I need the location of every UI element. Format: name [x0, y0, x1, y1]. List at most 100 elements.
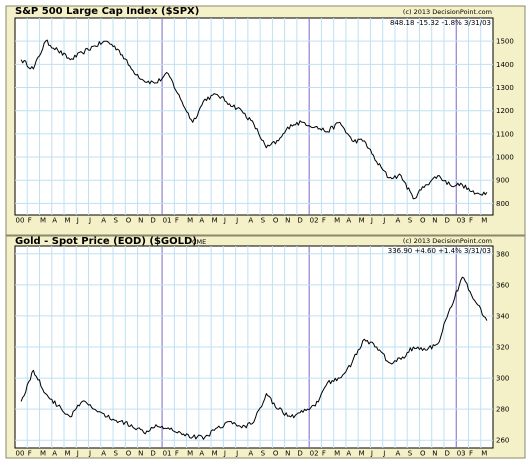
gold-y-tick-label: 340 [496, 312, 509, 320]
spx-x-tick-label: F [469, 217, 473, 225]
gold-x-tick-label: J [370, 450, 373, 458]
spx-y-tick-label: 1300 [496, 84, 514, 92]
gold-x-tick-label: A [395, 450, 400, 458]
gold-x-tick-label: S [261, 450, 266, 458]
gold-y-tick-label: 380 [496, 250, 509, 258]
gold-x-tick-label: J [223, 450, 226, 458]
spx-x-tick-label: J [382, 217, 385, 225]
gold-x-tick-label: N [285, 450, 290, 458]
gold-x-tick-label: J [76, 450, 79, 458]
spx-x-tick-label: 03 [457, 217, 466, 225]
gold-quote: 336.90 +4.60 +1.4% 3/31/03 [388, 247, 491, 255]
gold-x-tick-label: A [346, 450, 351, 458]
spx-price-line [20, 39, 488, 200]
gold-chart: 00 F M A M J J A S O N D 01 F M A M J J A S O N D 02 F M A M J J A S O N D 0… [15, 246, 509, 458]
gold-y-tick-label: 280 [496, 406, 509, 414]
gold-x-tick-label: M [40, 450, 46, 458]
spx-y-tick-label: 1400 [496, 61, 514, 69]
gold-copyright: (c) 2013 DecisionPoint.com [403, 237, 492, 245]
gold-x-tick-label: S [408, 450, 413, 458]
gold-x-tick-label: S [114, 450, 119, 458]
gold-x-tick-label: M [212, 450, 218, 458]
spx-quote: 848.18 -15.32 -1.8% 3/31/03 [390, 19, 491, 27]
spx-x-tick-label: N [138, 217, 143, 225]
gold-x-tick-label: J [235, 450, 238, 458]
gold-x-tick-label: F [28, 450, 32, 458]
spx-x-tick-label: F [322, 217, 326, 225]
gold-price-line [20, 276, 488, 440]
spx-x-tick-label: 02 [310, 217, 319, 225]
gold-x-tick-label: M [359, 450, 365, 458]
gold-x-tick-label: A [52, 450, 57, 458]
gold-x-tick-label: 01 [163, 450, 172, 458]
spx-x-tick-label: A [101, 217, 106, 225]
gold-x-tick-label: M [65, 450, 71, 458]
spx-x-tick-label: A [346, 217, 351, 225]
spx-copyright: (c) 2013 DecisionPoint.com [403, 8, 492, 16]
gold-x-tick-label: 02 [310, 450, 319, 458]
gold-x-tick-label: F [322, 450, 326, 458]
gold-x-tick-label: O [126, 450, 132, 458]
spx-x-tick-label: J [223, 217, 226, 225]
spx-x-tick-label: A [395, 217, 400, 225]
spx-x-tick-label: M [334, 217, 340, 225]
spx-x-tick-label: A [199, 217, 204, 225]
gold-x-tick-label: A [248, 450, 253, 458]
gold-x-tick-label: N [432, 450, 437, 458]
gold-y-tick-label: 360 [496, 281, 509, 289]
spx-x-tick-label: N [285, 217, 290, 225]
spx-x-tick-label: D [444, 217, 449, 225]
spx-x-tick-label: 00 [16, 217, 25, 225]
spx-x-tick-label: F [28, 217, 32, 225]
spx-x-tick-label: S [114, 217, 119, 225]
gold-x-tick-label: O [273, 450, 279, 458]
spx-x-tick-label: 01 [163, 217, 172, 225]
spx-x-tick-label: J [76, 217, 79, 225]
gold-x-tick-label: D [444, 450, 449, 458]
spx-x-tick-label: A [52, 217, 57, 225]
spx-x-tick-label: A [248, 217, 253, 225]
gold-x-tick-label: 03 [457, 450, 466, 458]
spx-x-tick-label: M [481, 217, 487, 225]
gold-subtitle: CME [192, 238, 206, 246]
gold-x-tick-label: M [187, 450, 193, 458]
gold-y-tick-label: 320 [496, 344, 509, 352]
spx-title: S&P 500 Large Cap Index ($SPX) [15, 6, 199, 17]
spx-x-tick-label: M [65, 217, 71, 225]
gold-x-tick-label: F [175, 450, 179, 458]
spx-y-tick-label: 800 [496, 200, 509, 208]
gold-x-tick-label: A [199, 450, 204, 458]
spx-plot-area [14, 17, 494, 216]
gold-x-tick-label: M [334, 450, 340, 458]
spx-x-tick-label: M [359, 217, 365, 225]
spx-x-tick-label: O [420, 217, 426, 225]
spx-x-tick-label: O [126, 217, 132, 225]
gold-x-tick-label: N [138, 450, 143, 458]
spx-x-tick-label: F [175, 217, 179, 225]
gold-x-tick-label: F [469, 450, 473, 458]
spx-y-tick-label: 1200 [496, 107, 514, 115]
spx-x-tick-label: J [88, 217, 91, 225]
spx-y-tick-label: 1000 [496, 154, 514, 162]
gold-x-tick-label: D [297, 450, 302, 458]
spx-x-tick-label: J [235, 217, 238, 225]
gold-y-tick-label: 260 [496, 437, 509, 445]
spx-x-tick-label: S [408, 217, 413, 225]
gold-x-tick-label: J [88, 450, 91, 458]
spx-x-tick-label: D [297, 217, 302, 225]
spx-x-tick-label: M [187, 217, 193, 225]
spx-x-tick-label: J [370, 217, 373, 225]
spx-x-tick-label: D [150, 217, 155, 225]
gold-title: Gold - Spot Price (EOD) ($GOLD) [15, 236, 197, 247]
spx-y-tick-label: 1500 [496, 38, 514, 46]
gold-x-tick-label: J [382, 450, 385, 458]
gold-y-tick-label: 300 [496, 375, 509, 383]
gold-x-tick-label: A [101, 450, 106, 458]
spx-x-tick-label: S [261, 217, 266, 225]
spx-y-tick-label: 900 [496, 177, 509, 185]
spx-x-tick-label: M [212, 217, 218, 225]
gold-x-tick-label: D [150, 450, 155, 458]
spx-x-tick-label: M [40, 217, 46, 225]
spx-x-tick-label: N [432, 217, 437, 225]
spx-chart: 00 F M A M J J A S O N D 01 F M A M J J A S O N D 02 F M A M J J A S O N D 0… [15, 18, 514, 225]
